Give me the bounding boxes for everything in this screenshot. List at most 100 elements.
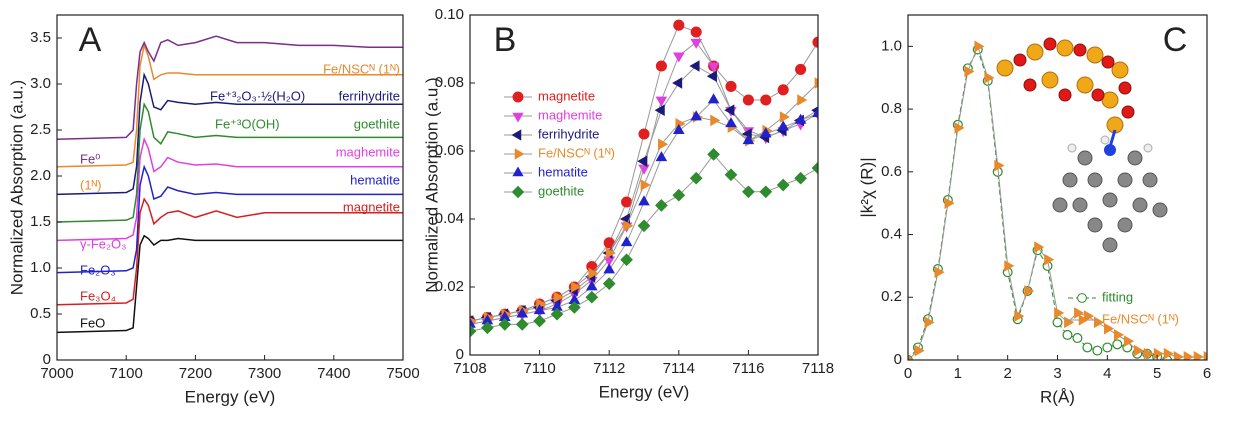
marker bbox=[707, 62, 720, 73]
marker bbox=[672, 77, 683, 89]
marker bbox=[984, 71, 995, 84]
marker bbox=[1173, 351, 1184, 360]
series-line bbox=[57, 72, 403, 196]
marker bbox=[1113, 329, 1125, 341]
marker bbox=[724, 168, 738, 182]
legend-label: hematite bbox=[538, 164, 588, 179]
marker bbox=[533, 314, 546, 328]
annotation: maghemite bbox=[336, 144, 400, 159]
marker bbox=[908, 356, 915, 360]
marker bbox=[638, 128, 650, 140]
marker bbox=[640, 179, 651, 191]
series-line bbox=[57, 35, 403, 140]
y-axis-label: |k²χ (R)| bbox=[857, 157, 876, 217]
marker bbox=[759, 127, 772, 138]
y-tick-label: 0.02 bbox=[435, 278, 464, 295]
marker bbox=[811, 161, 818, 175]
x-tick-label: 7108 bbox=[453, 360, 486, 377]
marker bbox=[1062, 329, 1073, 340]
frame bbox=[469, 14, 819, 356]
marker bbox=[689, 60, 700, 72]
marker bbox=[654, 104, 665, 117]
marker bbox=[689, 171, 703, 185]
y-tick-label: 0.2 bbox=[881, 288, 902, 305]
panel-label: A bbox=[79, 21, 102, 59]
annotation: Fe₃O₄ bbox=[80, 288, 116, 303]
marker bbox=[658, 138, 669, 151]
y-tick-label: 3.0 bbox=[30, 75, 51, 92]
legend-marker bbox=[512, 91, 524, 103]
frame bbox=[56, 14, 404, 361]
x-tick-label: 7112 bbox=[593, 360, 625, 377]
marker bbox=[602, 277, 616, 290]
marker bbox=[795, 63, 807, 75]
marker bbox=[623, 219, 634, 232]
marker bbox=[638, 195, 650, 206]
x-tick-label: 7200 bbox=[179, 365, 212, 382]
marker bbox=[470, 324, 477, 338]
marker bbox=[481, 321, 494, 335]
x-axis-label: Energy (eV) bbox=[185, 387, 276, 406]
marker bbox=[690, 110, 703, 121]
marker bbox=[603, 263, 616, 274]
plot-area bbox=[908, 40, 1207, 360]
series-line bbox=[57, 234, 403, 334]
marker bbox=[974, 40, 985, 53]
y-tick-label: 2.5 bbox=[30, 121, 51, 138]
legend-label: Fe/NSCᴺ (1ᴺ) bbox=[538, 145, 615, 160]
marker bbox=[620, 236, 633, 247]
marker bbox=[637, 155, 648, 168]
marker bbox=[1072, 333, 1083, 344]
y-tick-label: 0 bbox=[456, 346, 464, 363]
marker bbox=[655, 151, 668, 162]
y-tick-label: 0.10 bbox=[435, 6, 464, 23]
y-tick-label: 0.4 bbox=[881, 226, 902, 243]
marker bbox=[725, 117, 737, 128]
marker bbox=[1084, 310, 1095, 322]
marker bbox=[742, 94, 754, 106]
marker bbox=[1103, 322, 1115, 335]
marker bbox=[470, 317, 476, 328]
marker bbox=[1064, 316, 1075, 329]
marker bbox=[673, 19, 685, 31]
x-tick-label: 7118 bbox=[802, 360, 834, 377]
plot-area bbox=[470, 19, 818, 338]
legend-marker bbox=[512, 112, 524, 123]
x-tick-label: 2 bbox=[1003, 365, 1011, 382]
x-tick-label: 7116 bbox=[732, 360, 764, 377]
marker bbox=[1004, 260, 1015, 272]
legend-marker bbox=[1077, 293, 1087, 303]
marker bbox=[944, 197, 955, 209]
x-axis-label: Energy (eV) bbox=[599, 382, 690, 401]
marker bbox=[1052, 317, 1063, 328]
marker bbox=[655, 199, 668, 212]
x-tick-label: 3 bbox=[1053, 365, 1061, 382]
annotation: Fe₂O₃ bbox=[80, 262, 116, 277]
y-axis-label: Normalized Absorption (a.u.) bbox=[7, 80, 26, 295]
annotation: magnetite bbox=[343, 199, 400, 214]
y-tick-label: 1.5 bbox=[30, 213, 51, 230]
y-tick-label: 0.08 bbox=[435, 74, 464, 91]
x-tick-label: 7500 bbox=[386, 365, 419, 382]
marker bbox=[797, 94, 808, 106]
legend-marker bbox=[512, 166, 524, 177]
y-tick-label: 0 bbox=[894, 351, 902, 368]
marker bbox=[914, 344, 925, 357]
y-axis-label: Normalized Absorption (a.u.) bbox=[422, 77, 441, 292]
marker bbox=[1014, 310, 1025, 322]
series-line bbox=[57, 136, 403, 242]
marker bbox=[516, 307, 529, 318]
x-tick-label: 7110 bbox=[523, 360, 555, 377]
marker bbox=[585, 290, 599, 304]
marker bbox=[620, 253, 633, 267]
marker bbox=[1054, 307, 1065, 319]
marker bbox=[672, 52, 685, 63]
x-tick-label: 7100 bbox=[110, 365, 143, 382]
marker bbox=[1094, 316, 1105, 329]
marker bbox=[776, 178, 790, 192]
frame bbox=[907, 14, 1208, 361]
y-tick-label: 1.0 bbox=[30, 259, 51, 276]
annotation: Fe⁰ bbox=[80, 151, 100, 166]
x-tick-label: 5 bbox=[1153, 365, 1161, 382]
x-tick-label: 7000 bbox=[40, 365, 73, 382]
